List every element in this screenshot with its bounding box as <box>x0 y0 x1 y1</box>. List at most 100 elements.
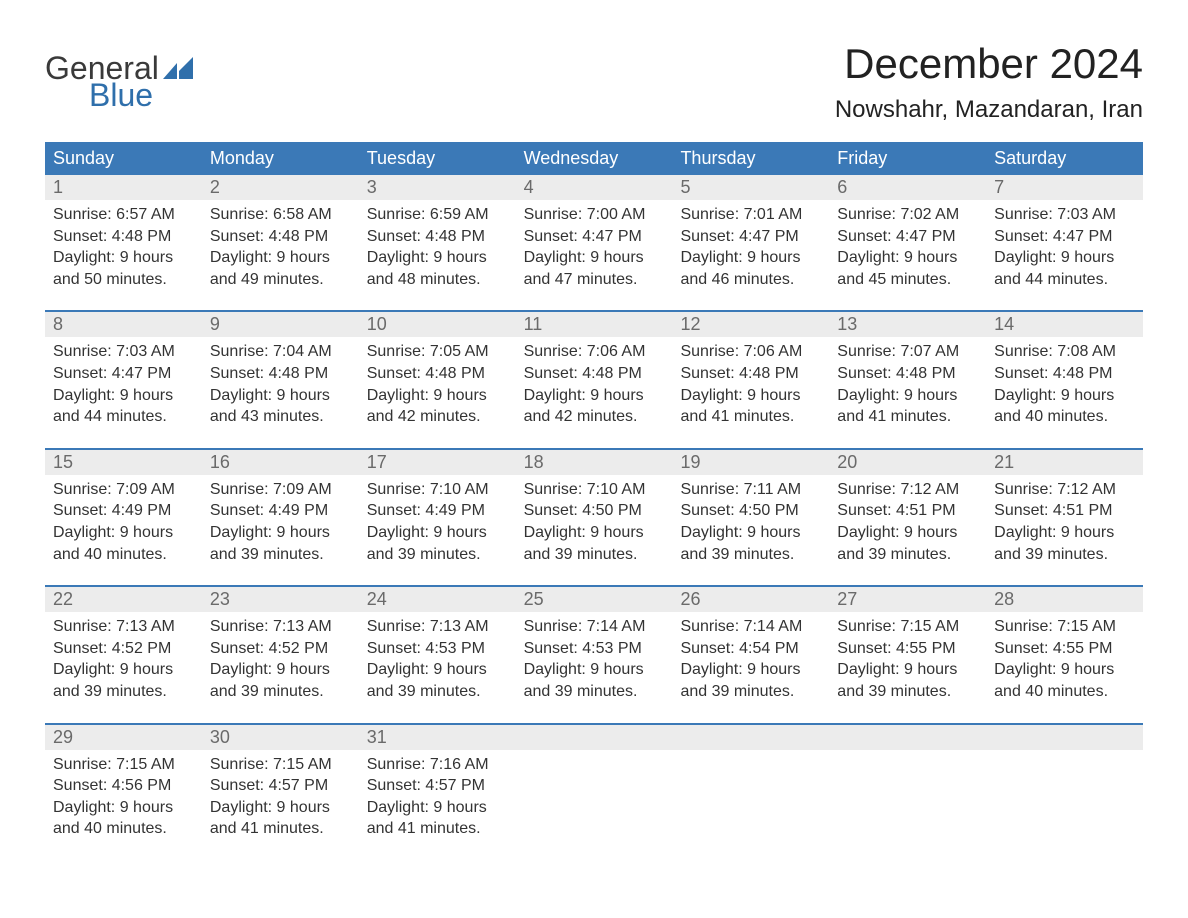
sunset-text: Sunset: 4:48 PM <box>994 363 1135 385</box>
date-number: 23 <box>202 587 359 612</box>
day-header-thu: Thursday <box>672 142 829 175</box>
sunrise-text: Sunrise: 7:15 AM <box>210 754 351 776</box>
daylight-text: and 40 minutes. <box>994 681 1135 703</box>
daylight-text: and 44 minutes. <box>53 406 194 428</box>
date-number: 31 <box>359 725 516 750</box>
content-row: Sunrise: 7:09 AM Sunset: 4:49 PM Daylight:… <box>45 475 1143 585</box>
date-number <box>829 725 986 750</box>
date-number: 4 <box>516 175 673 200</box>
sunrise-text: Sunrise: 7:13 AM <box>210 616 351 638</box>
daylight-text: and 39 minutes. <box>210 544 351 566</box>
calendar: Sunday Monday Tuesday Wednesday Thursday… <box>45 142 1143 860</box>
date-number: 21 <box>986 450 1143 475</box>
day-details: Sunrise: 7:12 AMSunset: 4:51 PMDaylight:… <box>829 475 986 565</box>
sunset-text: Sunset: 4:47 PM <box>994 226 1135 248</box>
daylight-text: Daylight: 9 hours <box>524 522 665 544</box>
daylight-text: and 40 minutes. <box>994 406 1135 428</box>
day-details: Sunrise: 7:16 AMSunset: 4:57 PMDaylight:… <box>359 750 516 840</box>
date-row: 293031 <box>45 725 1143 750</box>
sunset-text: Sunset: 4:48 PM <box>680 363 821 385</box>
day-details: Sunrise: 7:13 AMSunset: 4:53 PMDaylight:… <box>359 612 516 702</box>
daylight-text: and 42 minutes. <box>524 406 665 428</box>
daylight-text: Daylight: 9 hours <box>53 385 194 407</box>
date-number: 7 <box>986 175 1143 200</box>
sunrise-text: Sunrise: 7:14 AM <box>524 616 665 638</box>
day-details: Sunrise: 7:00 AMSunset: 4:47 PMDaylight:… <box>516 200 673 290</box>
sunset-text: Sunset: 4:47 PM <box>524 226 665 248</box>
daylight-text: and 46 minutes. <box>680 269 821 291</box>
day-details: Sunrise: 7:09 AMSunset: 4:49 PMDaylight:… <box>45 475 202 565</box>
sunrise-text: Sunrise: 7:15 AM <box>837 616 978 638</box>
daylight-text: Daylight: 9 hours <box>994 247 1135 269</box>
day-details: Sunrise: 7:15 AMSunset: 4:57 PMDaylight:… <box>202 750 359 840</box>
date-number: 13 <box>829 312 986 337</box>
daylight-text: and 44 minutes. <box>994 269 1135 291</box>
day-header-sun: Sunday <box>45 142 202 175</box>
date-row: 891011121314 <box>45 312 1143 337</box>
sunset-text: Sunset: 4:49 PM <box>367 500 508 522</box>
location-text: Nowshahr, Mazandaran, Iran <box>835 96 1143 124</box>
day-details: Sunrise: 7:06 AMSunset: 4:48 PMDaylight:… <box>516 337 673 427</box>
daylight-text: Daylight: 9 hours <box>524 247 665 269</box>
calendar-week: 1234567Sunrise: 6:57 AMSunset: 4:48 PMDa… <box>45 175 1143 310</box>
daylight-text: and 40 minutes. <box>53 818 194 840</box>
date-number: 16 <box>202 450 359 475</box>
sunset-text: Sunset: 4:53 PM <box>367 638 508 660</box>
sunrise-text: Sunrise: 7:06 AM <box>524 341 665 363</box>
daylight-text: Daylight: 9 hours <box>680 385 821 407</box>
daylight-text: Daylight: 9 hours <box>524 659 665 681</box>
sunrise-text: Sunrise: 7:07 AM <box>837 341 978 363</box>
daylight-text: and 39 minutes. <box>524 544 665 566</box>
sunset-text: Sunset: 4:48 PM <box>210 226 351 248</box>
sunrise-text: Sunrise: 7:12 AM <box>837 479 978 501</box>
day-details: Sunrise: 7:01 AMSunset: 4:47 PMDaylight:… <box>672 200 829 290</box>
sunset-text: Sunset: 4:48 PM <box>367 363 508 385</box>
daylight-text: and 40 minutes. <box>53 544 194 566</box>
day-details <box>986 750 1143 840</box>
daylight-text: Daylight: 9 hours <box>53 522 194 544</box>
date-number: 8 <box>45 312 202 337</box>
sunset-text: Sunset: 4:51 PM <box>994 500 1135 522</box>
calendar-week: 22232425262728Sunrise: 7:13 AMSunset: 4:… <box>45 585 1143 722</box>
daylight-text: Daylight: 9 hours <box>994 659 1135 681</box>
daylight-text: Daylight: 9 hours <box>680 247 821 269</box>
sunrise-text: Sunrise: 7:10 AM <box>524 479 665 501</box>
content-row: Sunrise: 7:13 AMSunset: 4:52 PMDaylight:… <box>45 612 1143 722</box>
sunset-text: Sunset: 4:48 PM <box>524 363 665 385</box>
sunset-text: Sunset: 4:47 PM <box>53 363 194 385</box>
sunset-text: Sunset: 4:47 PM <box>837 226 978 248</box>
date-number <box>986 725 1143 750</box>
sunset-text: Sunset: 4:53 PM <box>524 638 665 660</box>
day-details: Sunrise: 7:13 AMSunset: 4:52 PMDaylight:… <box>45 612 202 702</box>
date-number: 26 <box>672 587 829 612</box>
day-details: Sunrise: 7:14 AMSunset: 4:54 PMDaylight:… <box>672 612 829 702</box>
date-number: 2 <box>202 175 359 200</box>
daylight-text: Daylight: 9 hours <box>837 659 978 681</box>
daylight-text: and 39 minutes. <box>837 681 978 703</box>
day-details: Sunrise: 6:58 AMSunset: 4:48 PMDaylight:… <box>202 200 359 290</box>
sunrise-text: Sunrise: 7:12 AM <box>994 479 1135 501</box>
sunset-text: Sunset: 4:48 PM <box>367 226 508 248</box>
sunset-text: Sunset: 4:54 PM <box>680 638 821 660</box>
daylight-text: and 39 minutes. <box>367 544 508 566</box>
date-number <box>516 725 673 750</box>
page-header: General Blue December 2024 Nowshahr, Maz… <box>45 40 1143 124</box>
day-header-tue: Tuesday <box>359 142 516 175</box>
daylight-text: Daylight: 9 hours <box>680 522 821 544</box>
daylight-text: Daylight: 9 hours <box>210 385 351 407</box>
date-row: 1234567 <box>45 175 1143 200</box>
daylight-text: Daylight: 9 hours <box>367 385 508 407</box>
daylight-text: Daylight: 9 hours <box>680 659 821 681</box>
sunrise-text: Sunrise: 7:09 AM <box>53 479 194 501</box>
day-header-fri: Friday <box>829 142 986 175</box>
sunset-text: Sunset: 4:48 PM <box>837 363 978 385</box>
day-header-row: Sunday Monday Tuesday Wednesday Thursday… <box>45 142 1143 175</box>
sunrise-text: Sunrise: 7:04 AM <box>210 341 351 363</box>
day-header-mon: Monday <box>202 142 359 175</box>
daylight-text: Daylight: 9 hours <box>53 247 194 269</box>
date-number: 30 <box>202 725 359 750</box>
sunrise-text: Sunrise: 7:03 AM <box>53 341 194 363</box>
sunrise-text: Sunrise: 7:13 AM <box>53 616 194 638</box>
date-number: 3 <box>359 175 516 200</box>
day-details: Sunrise: 7:08 AMSunset: 4:48 PMDaylight:… <box>986 337 1143 427</box>
